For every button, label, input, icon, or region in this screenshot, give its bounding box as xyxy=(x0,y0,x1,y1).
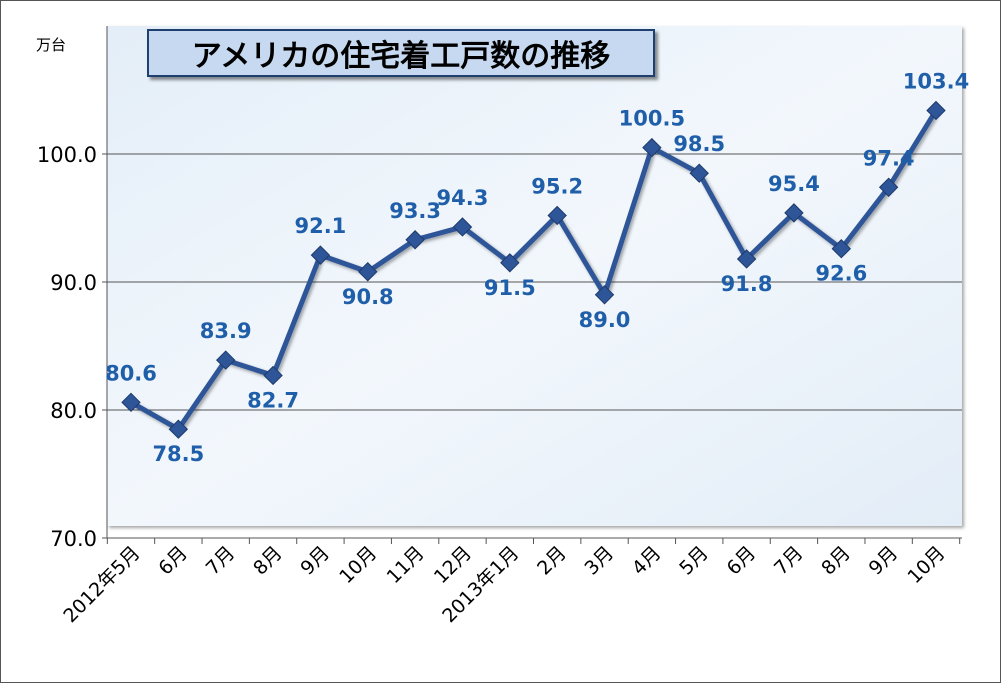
data-point xyxy=(358,262,378,282)
data-label: 95.2 xyxy=(531,174,583,198)
data-label: 78.5 xyxy=(152,442,204,466)
data-point xyxy=(547,205,567,226)
plot-area-shadow xyxy=(107,26,962,526)
data-point xyxy=(594,285,615,305)
data-point xyxy=(689,163,709,183)
y-axis-unit: 万台 xyxy=(36,36,67,54)
data-label: 83.9 xyxy=(200,319,252,343)
data-label: 92.1 xyxy=(294,214,346,238)
data-point xyxy=(168,419,189,439)
data-label: 98.5 xyxy=(673,132,725,156)
chart-title: アメリカの住宅着工戸数の推移 xyxy=(191,39,611,74)
data-point xyxy=(831,239,852,259)
data-point xyxy=(642,137,662,158)
series-line xyxy=(129,109,939,432)
data-point xyxy=(310,245,331,265)
data-label: 103.4 xyxy=(903,69,969,93)
data-point xyxy=(878,177,899,197)
data-point xyxy=(405,230,425,250)
data-point xyxy=(452,217,473,237)
y-tick-label: 70.0 xyxy=(50,527,97,551)
grid-layer xyxy=(107,153,962,411)
data-label: 80.6 xyxy=(105,361,157,385)
y-tick-label: 100.0 xyxy=(37,143,97,167)
data-label: 89.0 xyxy=(579,308,631,332)
data-label: 91.8 xyxy=(721,272,773,296)
data-point xyxy=(263,365,283,386)
data-label: 92.6 xyxy=(815,262,867,286)
data-point xyxy=(121,392,141,413)
series-layer xyxy=(121,100,946,439)
data-label: 94.3 xyxy=(437,186,489,210)
data-label: 95.4 xyxy=(768,172,820,196)
data-point xyxy=(784,203,804,223)
data-labels: 80.6 78.5 83.9 82.7 92.1 90.8 93.394.3 91.5 95.2… xyxy=(105,69,969,466)
chart-title-box: アメリカの住宅着工戸数の推移 xyxy=(147,29,655,77)
data-label: 90.8 xyxy=(342,285,394,309)
y-tick-label: 90.0 xyxy=(50,271,97,295)
data-point xyxy=(736,249,757,269)
y-tick-label: 80.0 xyxy=(50,399,97,423)
axis-layer: 70.0 80.0 90.0 100.0 xyxy=(37,26,962,551)
data-point xyxy=(215,350,236,370)
data-label: 97.4 xyxy=(863,146,915,170)
data-point xyxy=(926,100,946,121)
data-label: 100.5 xyxy=(619,107,685,131)
data-label: 91.5 xyxy=(484,276,536,300)
data-label: 82.7 xyxy=(247,388,299,412)
data-label: 93.3 xyxy=(389,199,441,223)
data-point xyxy=(500,253,520,273)
